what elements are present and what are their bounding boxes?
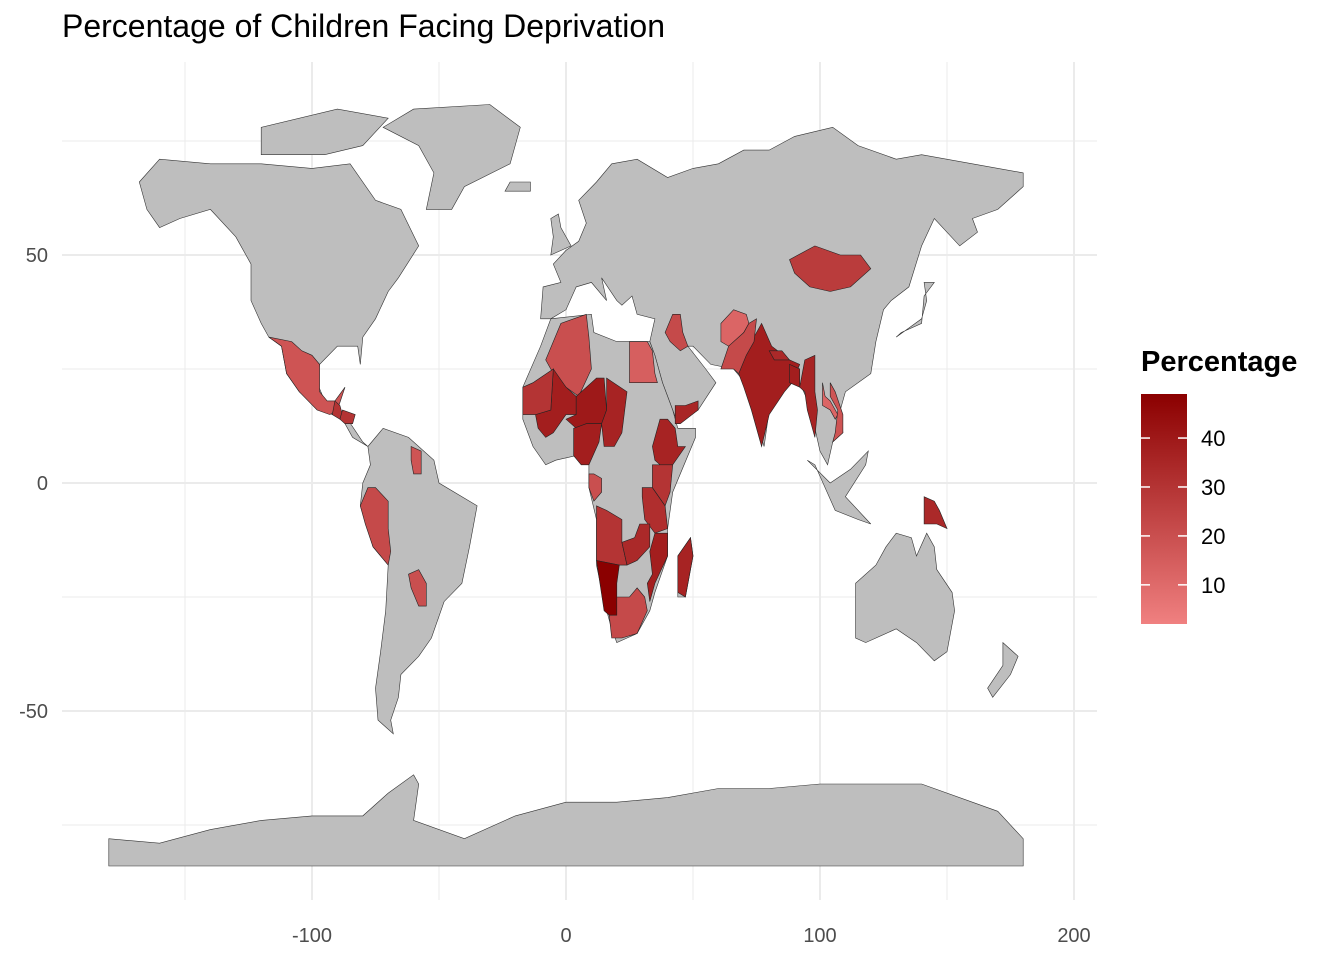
region-mexico — [268, 336, 346, 415]
land-iceland — [504, 181, 531, 192]
region-vietnam — [829, 382, 844, 443]
region-pakistan — [720, 318, 757, 375]
legend-tick-label: 20 — [1201, 524, 1225, 549]
land-indonesia — [807, 450, 872, 525]
region-kenya — [652, 464, 674, 507]
x-tick-label: 100 — [803, 925, 836, 947]
x-tick-label: 200 — [1057, 925, 1090, 947]
region-south-africa — [608, 587, 648, 639]
axis-ticks: -100 0 100 200 50 0 -50 — [19, 245, 1091, 947]
legend-ticks: 10 20 30 40 — [1141, 426, 1225, 598]
land-australia — [855, 532, 955, 662]
land-north-america — [138, 158, 420, 447]
legend-colorbar — [1141, 394, 1187, 624]
region-papua-new-guinea — [923, 496, 948, 530]
region-namibia — [596, 560, 620, 616]
land-new-zealand — [987, 641, 1019, 698]
y-tick-label: 50 — [26, 245, 48, 267]
region-gabon — [588, 473, 602, 502]
land-greenland — [382, 104, 521, 210]
land-canada-islands — [260, 108, 389, 155]
region-nigeria — [573, 423, 602, 466]
region-yemen — [674, 400, 699, 424]
y-tick-label: -50 — [19, 701, 48, 723]
region-bangladesh — [789, 363, 800, 388]
land-uk — [550, 213, 572, 256]
region-chad — [601, 377, 628, 447]
x-tick-label: -100 — [292, 925, 332, 947]
legend-tick-label: 10 — [1201, 573, 1225, 598]
choropleth-regions — [268, 245, 948, 639]
legend-tick-label: 40 — [1201, 426, 1225, 451]
region-nepal — [768, 350, 791, 361]
region-guatemala — [331, 400, 343, 420]
region-honduras — [339, 409, 356, 424]
region-peru — [359, 487, 392, 566]
region-egypt — [629, 341, 658, 383]
region-myanmar — [799, 354, 818, 438]
region-madagascar — [677, 536, 694, 598]
region-mauritania — [522, 368, 554, 415]
y-tick-label: 0 — [37, 473, 48, 495]
region-zambia — [621, 523, 651, 566]
chart-title: Percentage of Children Facing Deprivatio… — [62, 8, 665, 44]
region-mongolia — [789, 245, 872, 292]
x-tick-label: 0 — [560, 925, 571, 947]
legend-title: Percentage — [1141, 346, 1298, 378]
region-iraq — [664, 314, 689, 352]
region-paraguay — [408, 569, 427, 607]
legend-tick-label: 30 — [1201, 475, 1225, 500]
land-antarctica — [108, 774, 1024, 867]
legend: 10 20 30 40 — [1141, 394, 1225, 624]
region-laos — [822, 382, 839, 420]
land-japan — [895, 282, 935, 338]
region-guyana — [410, 446, 422, 475]
